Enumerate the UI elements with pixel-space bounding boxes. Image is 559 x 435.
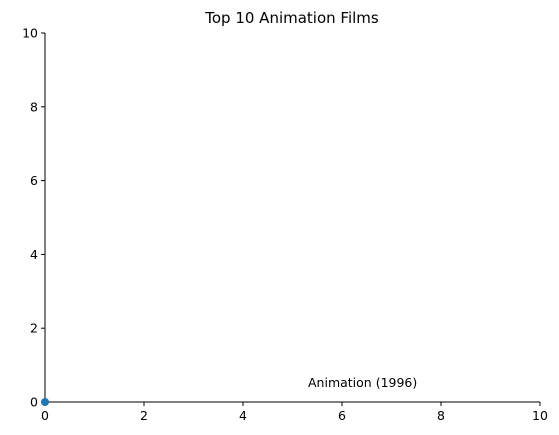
y-tick-label: 4	[30, 247, 38, 262]
x-tick-label: 8	[437, 408, 445, 423]
y-tick-label: 0	[30, 395, 38, 410]
chart-title: Top 10 Animation Films	[204, 9, 379, 27]
y-tick-label: 2	[30, 321, 38, 336]
y-axis-ticks: 0 2 4 6 8 10	[22, 26, 45, 410]
y-tick-label: 6	[30, 173, 38, 188]
data-point	[41, 398, 49, 406]
y-tick-label: 10	[22, 26, 38, 41]
x-tick-label: 4	[239, 408, 247, 423]
x-tick-label: 10	[532, 408, 548, 423]
y-tick-label: 8	[30, 99, 38, 114]
x-axis-ticks: 0 2 4 6 8 10	[41, 402, 548, 423]
x-tick-label: 0	[41, 408, 49, 423]
axes	[44, 33, 540, 403]
point-label: Animation (1996)	[308, 375, 417, 390]
point-labels: Animation (1996)	[308, 375, 417, 390]
x-tick-label: 2	[140, 408, 148, 423]
x-tick-label: 6	[338, 408, 346, 423]
data-points	[41, 398, 49, 406]
